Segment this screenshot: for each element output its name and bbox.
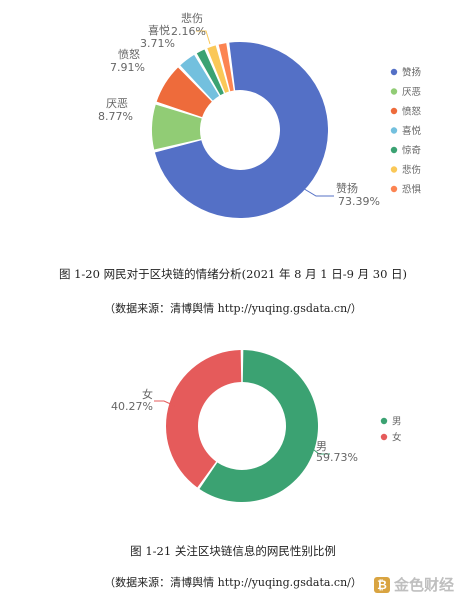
chart2-leader-line-2 xyxy=(154,400,176,407)
chart1-slice-6 xyxy=(207,45,229,93)
chart1-legend-marker-2 xyxy=(390,88,398,95)
chart1-legend-label-5: 惊奇 xyxy=(402,145,422,157)
chart1-slice-2 xyxy=(152,104,202,150)
chart1-slice-label-1: 赞扬 xyxy=(336,181,358,195)
chart1-slice-label-3: 愤怒 xyxy=(118,47,140,61)
watermark-text: 金色财经 xyxy=(393,576,454,594)
chart2-leader-line-1 xyxy=(308,445,330,455)
chart2-slice-label-1: 男 xyxy=(316,440,327,453)
chart1-slice-value-6: 2.16% xyxy=(171,25,206,38)
chart1-leader-line-1 xyxy=(295,183,334,197)
chart1-legend-marker-3 xyxy=(390,107,398,115)
figure-1-caption: 图 1-20 网民对于区块链的情绪分析(2021 年 8 月 1 日-9 月 3… xyxy=(58,267,408,281)
figure-2-caption: 图 1-21 关注区块链信息的网民性别比例 xyxy=(130,544,336,558)
chart1-slice-value-1: 73.39% xyxy=(338,195,380,208)
figure-2-source: （数据来源：清博舆情 http://yuqing.gsdata.cn/） xyxy=(104,576,362,589)
chart2-legend-marker-2 xyxy=(380,433,388,441)
chart2-legend-label-1: 男 xyxy=(392,417,402,428)
chart1-slice-label-4: 喜悦 xyxy=(148,23,170,37)
figure-1-source: （数据来源：清博舆情 http://yuqing.gsdata.cn/） xyxy=(104,302,362,315)
chart1-legend-label-4: 喜悦 xyxy=(402,125,422,137)
chart1-slice-3 xyxy=(156,67,212,118)
chart2-slice-1 xyxy=(199,350,318,502)
chart1-legend-marker-5 xyxy=(390,146,398,154)
chart1-leader-line-6 xyxy=(196,30,211,45)
chart2-legend-marker-1 xyxy=(380,417,388,425)
chart1-slice-1 xyxy=(154,42,328,218)
chart1-legend-marker-7 xyxy=(390,185,398,193)
chart2-slice-2 xyxy=(166,350,242,488)
watermark: ₿ 金色财经 xyxy=(373,574,454,595)
chart1-legend-label-3: 愤怒 xyxy=(402,106,422,118)
chart1-legend-marker-1 xyxy=(390,68,398,76)
chart1-legend-label-1: 赞扬 xyxy=(402,67,421,79)
chart2-slice-label-2: 女 xyxy=(142,387,153,401)
chart1-slice-7 xyxy=(218,43,234,92)
chart1-slice-value-4: 3.71% xyxy=(140,37,175,50)
chart1-slice-label-6: 悲伤 xyxy=(181,11,203,25)
chart1-slice-value-3: 7.91% xyxy=(110,61,145,74)
chart1-slice-4 xyxy=(180,54,220,101)
chart2-legend-label-2: 女 xyxy=(392,432,402,444)
chart1-slice-label-2: 厌恶 xyxy=(106,97,128,110)
chart1-legend-marker-4 xyxy=(390,127,398,134)
chart1-legend-label-2: 厌恶 xyxy=(402,87,421,98)
chart1-legend-marker-6 xyxy=(390,166,398,173)
chart2-slice-value-2: 40.27% xyxy=(111,400,153,413)
chart1-legend-label-6: 悲伤 xyxy=(402,164,421,176)
coin-icon: ₿ xyxy=(373,576,390,593)
chart2-slice-value-1: 59.73% xyxy=(316,451,358,464)
chart1-slice-value-2: 8.77% xyxy=(98,110,133,123)
chart1-legend-label-7: 恐惧 xyxy=(402,184,422,196)
chart1-slice-5 xyxy=(196,49,224,96)
